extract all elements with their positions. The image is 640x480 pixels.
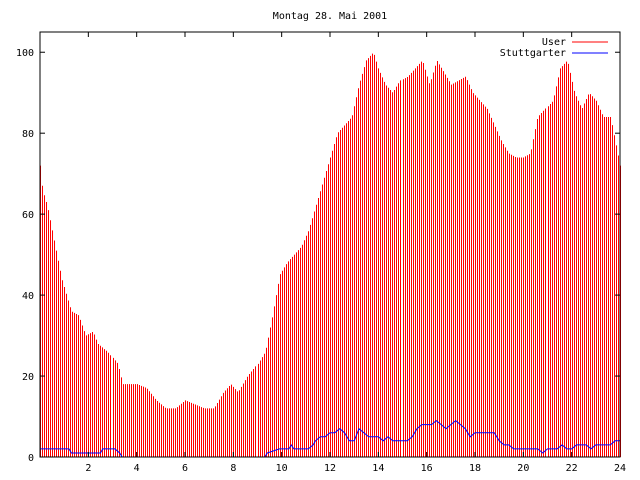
y-tick-label: 20 — [22, 372, 34, 383]
x-tick-label: 6 — [182, 463, 188, 474]
y-tick-label: 40 — [22, 291, 34, 302]
x-tick-label: 18 — [469, 463, 481, 474]
x-tick-label: 24 — [614, 463, 626, 474]
x-tick-label: 22 — [566, 463, 578, 474]
user-bars — [40, 53, 621, 457]
chart-title: Montag 28. Mai 2001 — [273, 11, 387, 22]
x-tick-label: 10 — [276, 463, 288, 474]
x-tick-label: 14 — [372, 463, 384, 474]
x-tick-label: 2 — [85, 463, 91, 474]
x-tick-label: 16 — [421, 463, 433, 474]
x-tick-label: 12 — [324, 463, 336, 474]
legend: User Stuttgarter — [500, 37, 608, 59]
x-tick-label: 20 — [517, 463, 529, 474]
series-lines — [40, 419, 620, 458]
legend-label-stuttgarter: Stuttgarter — [500, 48, 566, 59]
x-tick-label: 4 — [134, 463, 140, 474]
y-tick-label: 60 — [22, 210, 34, 221]
x-tick-label: 8 — [230, 463, 236, 474]
legend-label-user: User — [542, 37, 566, 48]
y-tick-label: 80 — [22, 129, 34, 140]
series-line-stuttgarter — [40, 419, 620, 458]
y-tick-label: 100 — [16, 48, 34, 59]
y-tick-label: 0 — [28, 453, 34, 464]
